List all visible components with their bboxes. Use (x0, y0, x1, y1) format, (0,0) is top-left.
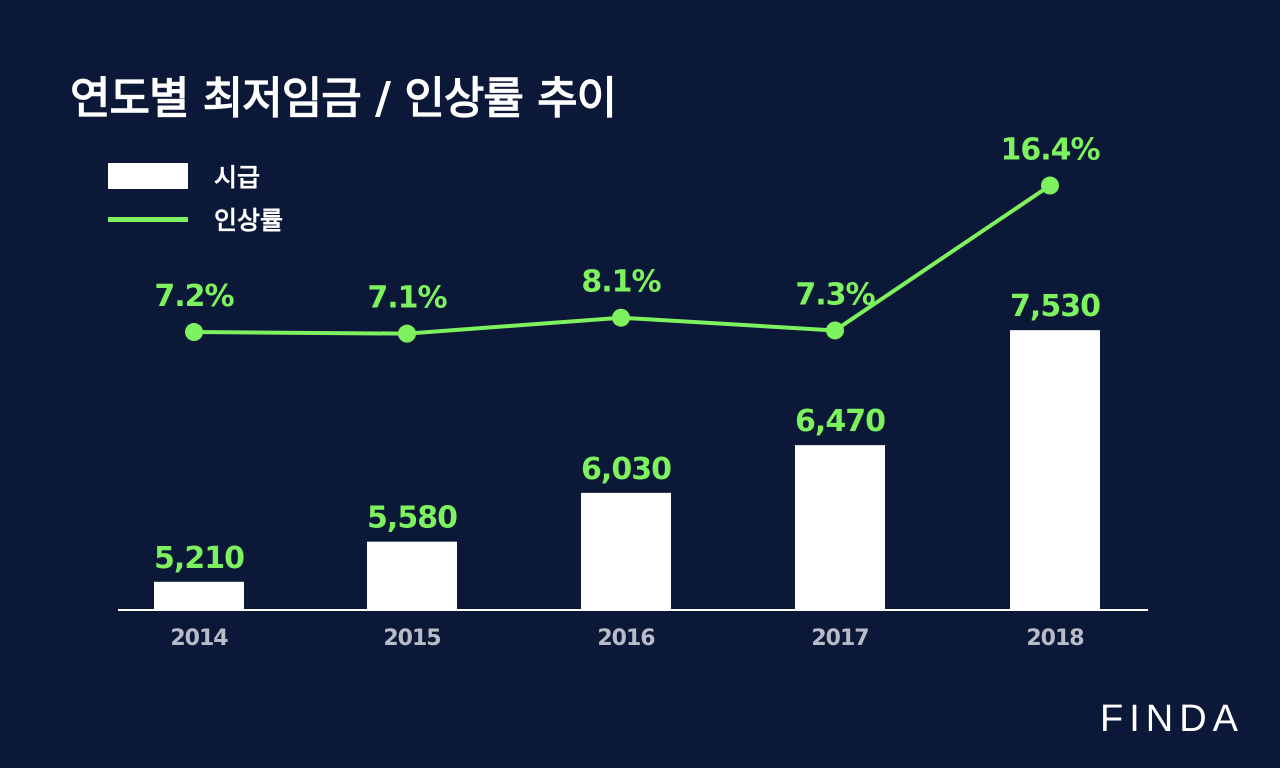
legend-label-rate: 인상률 (214, 206, 284, 235)
x-tick-label-2017: 2017 (811, 626, 868, 651)
bar-2014 (154, 581, 244, 610)
rate-label-2015: 7.1% (367, 281, 447, 316)
rate-point-2018 (1041, 176, 1059, 195)
legend-label-wage: 시급 (214, 163, 261, 192)
legend-swatch-bar (108, 163, 188, 189)
legend-item-wage: 시급 (108, 158, 260, 194)
bar-label-2018: 7,530 (1010, 289, 1100, 324)
bar-label-2016: 6,030 (581, 452, 671, 487)
brand-logo: FINDA (1100, 698, 1244, 740)
rate-label-2016: 8.1% (581, 265, 661, 300)
legend-swatch-line (108, 216, 188, 222)
x-tick-label-2014: 2014 (170, 626, 228, 651)
bar-label-2014: 5,210 (154, 541, 244, 576)
bar-2015 (367, 541, 457, 610)
rate-point-2015 (398, 324, 416, 343)
x-tick-label-2015: 2015 (383, 626, 440, 651)
rate-point-2014 (185, 323, 203, 342)
rate-label-2017: 7.3% (795, 277, 875, 312)
bar-2016 (581, 492, 671, 610)
bar-label-2015: 5,580 (367, 501, 457, 536)
rate-point-2016 (612, 308, 630, 327)
rate-label-2018: 16.4% (1000, 133, 1100, 168)
x-tick-label-2016: 2016 (597, 626, 655, 651)
bar-label-2017: 6,470 (795, 404, 885, 439)
chart-title: 연도별 최저임금 / 인상률 추이 (70, 73, 617, 124)
legend-item-rate: 인상률 (108, 201, 283, 237)
bar-2018 (1010, 330, 1100, 610)
rate-label-2014: 7.2% (154, 279, 234, 314)
x-tick-label-2018: 2018 (1026, 626, 1083, 651)
rate-point-2017 (826, 321, 844, 340)
bar-2017 (795, 445, 885, 610)
